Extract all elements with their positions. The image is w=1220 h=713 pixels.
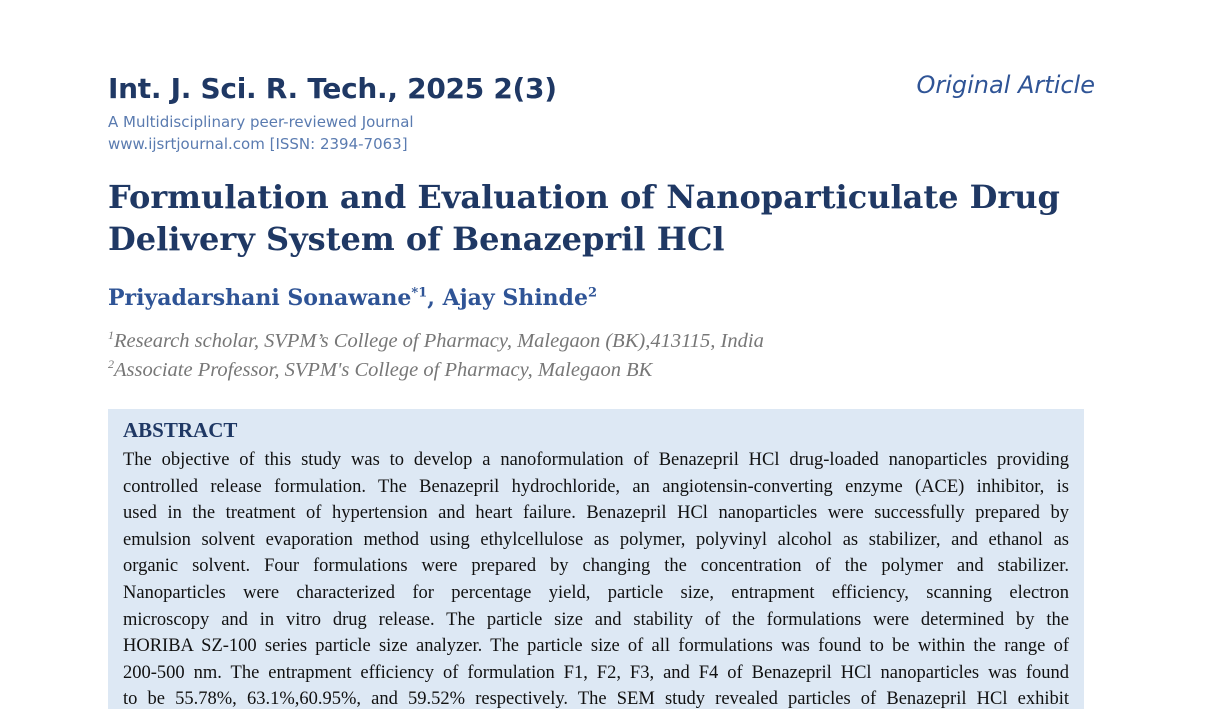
abstract-line: to be 55.78%, 63.1%,60.95%, and 59.52% r… <box>123 689 1069 710</box>
affiliation-mark: 1 <box>108 328 114 342</box>
separator: , <box>427 285 435 311</box>
article-type: Original Article <box>916 71 1095 99</box>
affiliation: 2Associate Professor, SVPM's College of … <box>108 357 652 382</box>
abstract-line: used in the treatment of hypertension an… <box>123 503 1069 524</box>
page: Int. J. Sci. R. Tech., 2025 2(3) A Multi… <box>108 71 1095 710</box>
abstract-body: The objective of this study was to devel… <box>123 447 1069 713</box>
abstract-box: ABSTRACT The objective of this study was… <box>108 409 1084 709</box>
author-mark: *1 <box>411 285 428 301</box>
abstract-line: emulsion solvent evaporation method usin… <box>123 529 1069 550</box>
abstract-line: 200-500 nm. The entrapment efficiency of… <box>123 662 1069 683</box>
author-name: Priyadarshani Sonawane <box>108 285 412 311</box>
journal-name: Int. J. Sci. R. Tech., 2025 2(3) <box>108 72 557 105</box>
journal-tagline: A Multidisciplinary peer-reviewed Journa… <box>108 113 414 131</box>
author-mark: 2 <box>587 285 597 301</box>
affiliation-text: Research scholar, SVPM’s College of Phar… <box>114 329 764 352</box>
affiliation-text: Associate Professor, SVPM's College of P… <box>114 358 653 381</box>
abstract-line: controlled release formulation. The Bena… <box>123 476 1069 497</box>
article-title: Formulation and Evaluation of Nanopartic… <box>108 176 1060 260</box>
abstract-line: microscopy and in vitro drug release. Th… <box>123 609 1069 630</box>
abstract-line: organic solvent. Four formulations were … <box>123 556 1069 577</box>
journal-website: www.ijsrtjournal.com [ISSN: 2394-7063] <box>108 135 408 153</box>
abstract-line: The objective of this study was to devel… <box>123 450 1069 470</box>
abstract-line: Nanoparticles were characterized for per… <box>123 582 1069 603</box>
title-line: Formulation and Evaluation of Nanopartic… <box>108 178 1060 216</box>
abstract-line: HORIBA SZ-100 series particle size analy… <box>123 636 1069 657</box>
affiliation-mark: 2 <box>108 357 114 371</box>
abstract-heading: ABSTRACT <box>123 418 238 442</box>
author-name: Ajay Shinde <box>442 285 588 311</box>
affiliation: 1Research scholar, SVPM’s College of Pha… <box>108 328 764 353</box>
title-line: Delivery System of Benazepril HCl <box>108 220 725 258</box>
authors: Priyadarshani Sonawane*1, Ajay Shinde2 <box>108 285 597 311</box>
